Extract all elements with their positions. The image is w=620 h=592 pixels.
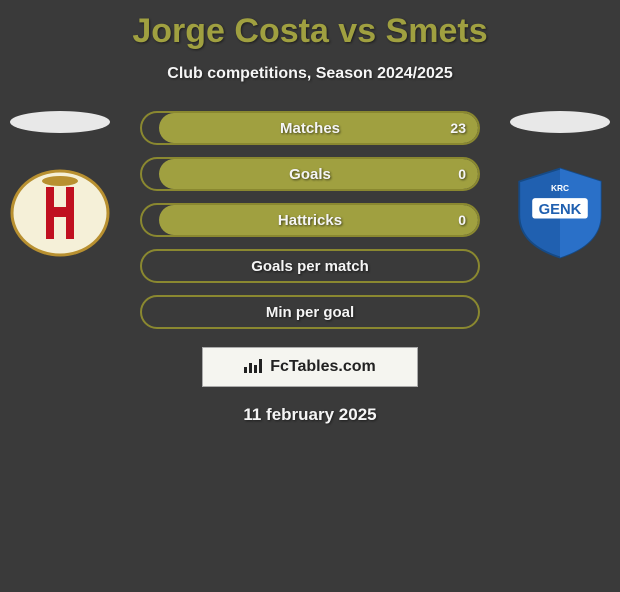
- subtitle: Club competitions, Season 2024/2025: [0, 65, 620, 83]
- stat-bar: Hattricks0: [140, 203, 480, 237]
- stat-bar: Min per goal: [140, 295, 480, 329]
- comparison-content: GENK KRC Matches23Goals0Hattricks0Goals …: [0, 111, 620, 329]
- stat-label: Hattricks: [142, 205, 478, 235]
- stat-label: Min per goal: [142, 297, 478, 327]
- stat-label: Goals per match: [142, 251, 478, 281]
- player-left-slot: [0, 111, 120, 263]
- stat-label: Matches: [142, 113, 478, 143]
- page-title: Jorge Costa vs Smets: [0, 12, 620, 51]
- player-left-photo-placeholder: [10, 111, 110, 133]
- brand-text: FcTables.com: [270, 358, 376, 376]
- player-right-photo-placeholder: [510, 111, 610, 133]
- stat-label: Goals: [142, 159, 478, 189]
- svg-text:KRC: KRC: [551, 183, 569, 193]
- svg-text:GENK: GENK: [539, 202, 582, 218]
- stat-bar: Goals per match: [140, 249, 480, 283]
- stat-bar: Matches23: [140, 111, 480, 145]
- club-badge-left: [10, 163, 110, 263]
- brand-box: FcTables.com: [202, 347, 418, 387]
- stat-value-right: 0: [458, 159, 466, 189]
- stat-value-right: 23: [450, 113, 466, 143]
- stat-value-right: 0: [458, 205, 466, 235]
- stat-bars: Matches23Goals0Hattricks0Goals per match…: [140, 111, 480, 329]
- brand-icon: [244, 357, 264, 378]
- stat-bar: Goals0: [140, 157, 480, 191]
- club-badge-right: GENK KRC: [510, 163, 610, 263]
- player-right-slot: GENK KRC: [500, 111, 620, 263]
- date-label: 11 february 2025: [0, 405, 620, 425]
